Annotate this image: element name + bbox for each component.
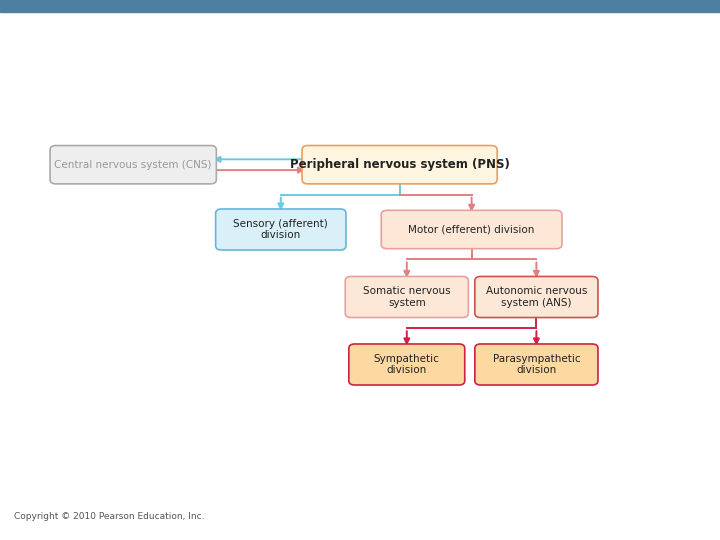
FancyBboxPatch shape	[475, 276, 598, 318]
FancyBboxPatch shape	[475, 344, 598, 385]
Text: Somatic nervous
system: Somatic nervous system	[363, 286, 451, 308]
FancyBboxPatch shape	[302, 146, 498, 184]
Bar	[0, 0, 720, 12]
Text: Motor (efferent) division: Motor (efferent) division	[408, 225, 535, 234]
FancyBboxPatch shape	[50, 146, 216, 184]
Text: Peripheral nervous system (PNS): Peripheral nervous system (PNS)	[289, 158, 510, 171]
Text: Autonomic nervous
system (ANS): Autonomic nervous system (ANS)	[486, 286, 587, 308]
Text: Sensory (afferent)
division: Sensory (afferent) division	[233, 219, 328, 240]
Text: Parasympathetic
division: Parasympathetic division	[492, 354, 580, 375]
FancyBboxPatch shape	[216, 209, 346, 250]
Text: Central nervous system (CNS): Central nervous system (CNS)	[55, 160, 212, 170]
FancyBboxPatch shape	[382, 210, 562, 248]
Text: Sympathetic
division: Sympathetic division	[374, 354, 440, 375]
FancyBboxPatch shape	[348, 344, 465, 385]
Text: Copyright © 2010 Pearson Education, Inc.: Copyright © 2010 Pearson Education, Inc.	[14, 512, 205, 521]
FancyBboxPatch shape	[345, 276, 468, 318]
